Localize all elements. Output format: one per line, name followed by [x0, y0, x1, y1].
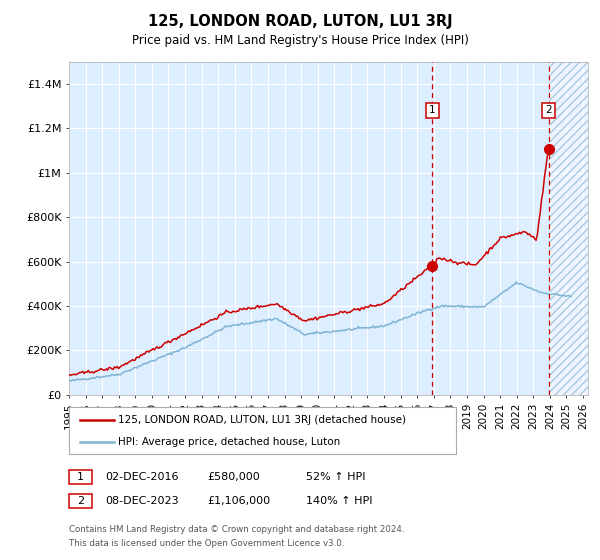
Text: 140% ↑ HPI: 140% ↑ HPI — [306, 496, 373, 506]
Text: 1: 1 — [429, 105, 436, 115]
Text: 125, LONDON ROAD, LUTON, LU1 3RJ: 125, LONDON ROAD, LUTON, LU1 3RJ — [148, 14, 452, 29]
Text: 02-DEC-2016: 02-DEC-2016 — [105, 472, 179, 482]
Text: This data is licensed under the Open Government Licence v3.0.: This data is licensed under the Open Gov… — [69, 539, 344, 548]
Text: 125, LONDON ROAD, LUTON, LU1 3RJ (detached house): 125, LONDON ROAD, LUTON, LU1 3RJ (detach… — [118, 415, 406, 425]
Text: Price paid vs. HM Land Registry's House Price Index (HPI): Price paid vs. HM Land Registry's House … — [131, 34, 469, 46]
Text: 1: 1 — [77, 472, 84, 482]
Bar — [548, 62, 588, 395]
Text: 2: 2 — [77, 496, 84, 506]
Text: HPI: Average price, detached house, Luton: HPI: Average price, detached house, Luto… — [118, 437, 340, 447]
Text: £1,106,000: £1,106,000 — [207, 496, 270, 506]
Text: 08-DEC-2023: 08-DEC-2023 — [105, 496, 179, 506]
Text: 2: 2 — [545, 105, 552, 115]
Text: £580,000: £580,000 — [207, 472, 260, 482]
Text: Contains HM Land Registry data © Crown copyright and database right 2024.: Contains HM Land Registry data © Crown c… — [69, 525, 404, 534]
Bar — [548, 62, 588, 395]
Text: 52% ↑ HPI: 52% ↑ HPI — [306, 472, 365, 482]
